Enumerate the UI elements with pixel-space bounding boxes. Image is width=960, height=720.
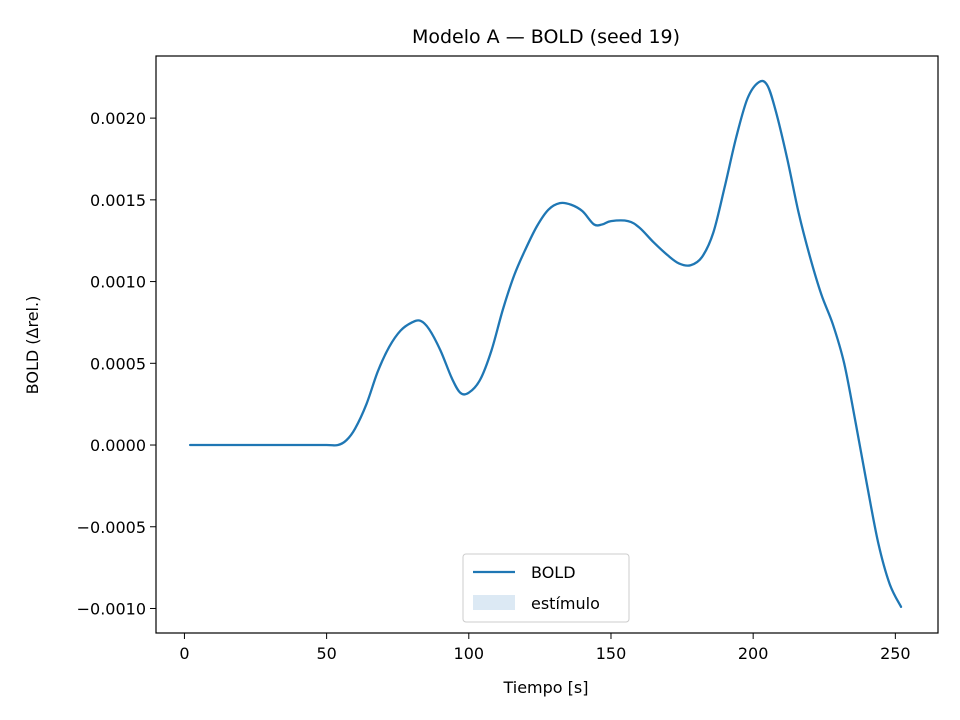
series-layer xyxy=(188,79,903,608)
x-tick-label: 50 xyxy=(316,644,336,663)
x-tick-label: 250 xyxy=(880,644,911,663)
legend: BOLD estímulo xyxy=(462,553,630,623)
legend-label-estimulo: estímulo xyxy=(531,594,600,613)
y-tick-label: 0.0010 xyxy=(90,273,146,292)
y-tick-label: 0.0000 xyxy=(90,436,146,455)
x-axis: 0 50 100 150 200 250 xyxy=(179,633,911,663)
x-tick-label: 0 xyxy=(179,644,189,663)
x-axis-label: Tiempo [s] xyxy=(502,678,588,697)
y-tick-label: −0.0010 xyxy=(77,599,146,618)
series-line-bold xyxy=(188,79,903,608)
y-tick-label: 0.0020 xyxy=(90,109,146,128)
y-tick-label: −0.0005 xyxy=(77,518,146,537)
y-axis: −0.0010 −0.0005 0.0000 0.0005 0.0010 0.0015 0.… xyxy=(77,109,156,618)
x-tick-label: 200 xyxy=(738,644,769,663)
x-tick-label: 100 xyxy=(454,644,485,663)
y-tick-label: 0.0005 xyxy=(90,354,146,373)
plot-area-frame xyxy=(155,55,939,634)
chart-title: Modelo A — BOLD (seed 19) xyxy=(412,26,680,48)
legend-label-bold: BOLD xyxy=(531,563,576,582)
y-tick-label: 0.0015 xyxy=(90,191,146,210)
y-axis-label: BOLD (Δrel.) xyxy=(23,296,42,395)
x-tick-label: 150 xyxy=(596,644,627,663)
legend-swatch-estimulo xyxy=(473,595,515,610)
